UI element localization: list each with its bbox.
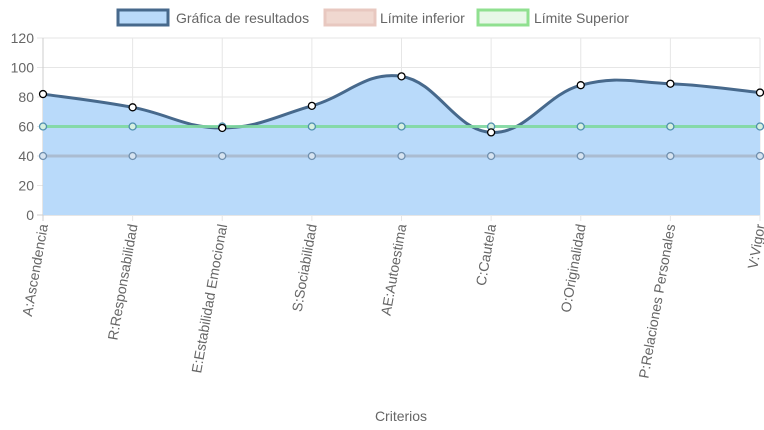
- data-point[interactable]: [486, 151, 496, 161]
- data-point[interactable]: [576, 81, 585, 90]
- data-point[interactable]: [38, 89, 48, 99]
- data-point[interactable]: [307, 151, 317, 161]
- legend-label: Límite inferior: [380, 10, 465, 26]
- x-tick-label: AE:Autoestima: [378, 223, 410, 317]
- data-point[interactable]: [218, 123, 227, 133]
- y-tick-label: 20: [18, 178, 34, 194]
- data-point[interactable]: [755, 122, 764, 131]
- x-axis-title: Criterios: [375, 408, 427, 424]
- data-point[interactable]: [576, 122, 585, 131]
- chart-series: [38, 72, 764, 216]
- x-tick-label: C:Cautela: [473, 223, 500, 287]
- data-point[interactable]: [397, 72, 406, 81]
- data-point[interactable]: [307, 101, 317, 110]
- data-point[interactable]: [128, 122, 137, 131]
- y-tick-label: 100: [11, 60, 35, 76]
- x-tick-label: R:Responsabilidad: [104, 223, 140, 342]
- data-point[interactable]: [38, 151, 48, 161]
- data-point[interactable]: [397, 151, 406, 161]
- y-tick-label: 80: [18, 89, 34, 105]
- data-point[interactable]: [397, 122, 406, 131]
- data-point[interactable]: [38, 122, 48, 131]
- x-tick-label: V:Vigor: [744, 222, 764, 270]
- x-axis: A:Ascendencia R:Responsabilidad E:Estabili…: [19, 222, 764, 379]
- legend-item[interactable]: Límite inferior: [323, 8, 465, 27]
- data-point[interactable]: [755, 88, 764, 97]
- y-tick-label: 60: [18, 119, 34, 135]
- data-point[interactable]: [576, 151, 585, 161]
- data-point[interactable]: [666, 122, 675, 131]
- data-point[interactable]: [755, 151, 764, 161]
- legend-item[interactable]: Gráfica de resultados: [116, 8, 309, 27]
- x-tick-label: E:Estabilidad Emocional: [188, 223, 230, 374]
- x-tick-label: A:Ascendencia: [19, 223, 51, 318]
- series-area: [43, 75, 760, 216]
- y-axis: 0 20 40 60 80 100 120: [11, 30, 35, 223]
- chart-legend: Gráfica de resultados Límite inferior Lími…: [116, 8, 629, 27]
- data-point[interactable]: [218, 151, 227, 161]
- data-point[interactable]: [666, 151, 675, 161]
- x-tick-label: P:Relaciones Personales: [635, 223, 678, 380]
- data-point[interactable]: [666, 79, 675, 88]
- legend-swatch: [476, 8, 530, 27]
- legend-swatch: [116, 8, 170, 27]
- y-tick-label: 120: [11, 30, 35, 46]
- x-tick-label: O:Originalidad: [557, 223, 588, 314]
- data-point[interactable]: [486, 128, 496, 137]
- x-tick-label: S:Sociabilidad: [289, 223, 320, 313]
- y-tick-label: 0: [26, 207, 34, 223]
- legend-swatch: [323, 8, 377, 27]
- legend-label: Gráfica de resultados: [176, 10, 309, 26]
- legend-item[interactable]: Límite Superior: [476, 8, 629, 27]
- data-point[interactable]: [128, 103, 137, 112]
- data-point[interactable]: [128, 151, 137, 161]
- y-tick-label: 40: [18, 148, 34, 164]
- legend-label: Límite Superior: [534, 10, 629, 26]
- data-point[interactable]: [307, 122, 317, 131]
